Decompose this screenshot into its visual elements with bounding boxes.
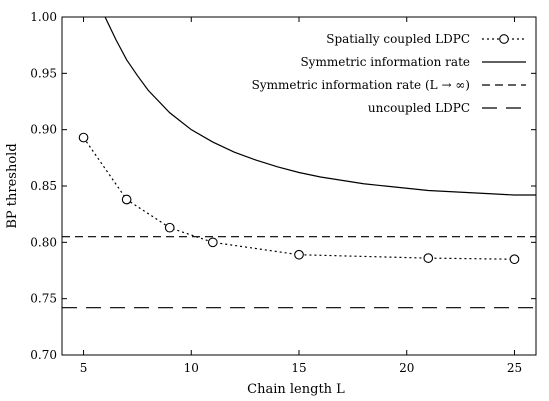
data-point (164, 222, 175, 233)
legend-label: Symmetric information rate (L → ∞) (252, 78, 470, 92)
data-point (509, 254, 520, 265)
x-axis-label: Chain length L (247, 382, 345, 397)
legend-marker (499, 34, 509, 44)
x-tick-label: 20 (399, 361, 414, 375)
y-tick-label: 0.90 (30, 123, 57, 137)
legend-label: Symmetric information rate (300, 55, 470, 69)
x-tick-label: 25 (507, 361, 522, 375)
data-point (294, 249, 304, 260)
data-point (423, 253, 434, 263)
data-point (207, 237, 218, 248)
legend: Spatially coupled LDPC Symmetric informat… (252, 32, 526, 115)
y-tick-label: 0.95 (30, 66, 57, 80)
axes: 5 10 15 20 25 0.70 0.75 0.80 0.85 0.90 0.95 1.00 (30, 10, 537, 375)
data-point (121, 194, 132, 205)
x-tick-label: 15 (291, 361, 306, 375)
data-point (78, 132, 89, 143)
y-tick-label: 1.00 (30, 10, 57, 24)
x-tick-label: 10 (184, 361, 199, 375)
legend-label: Spatially coupled LDPC (326, 32, 470, 46)
y-axis-label: BP threshold (5, 143, 20, 228)
y-tick-label: 0.75 (30, 292, 57, 306)
x-tick-label: 5 (80, 361, 88, 375)
y-tick-label: 0.85 (30, 179, 57, 193)
legend-label: uncoupled LDPC (368, 101, 470, 115)
plot-area (62, 17, 536, 309)
series-line-symmetric-information-rate (104, 17, 536, 196)
y-tick-label: 0.80 (30, 235, 57, 249)
series-line-spatially-coupled-ldpc (83, 137, 515, 260)
y-tick-label: 0.70 (30, 348, 57, 362)
